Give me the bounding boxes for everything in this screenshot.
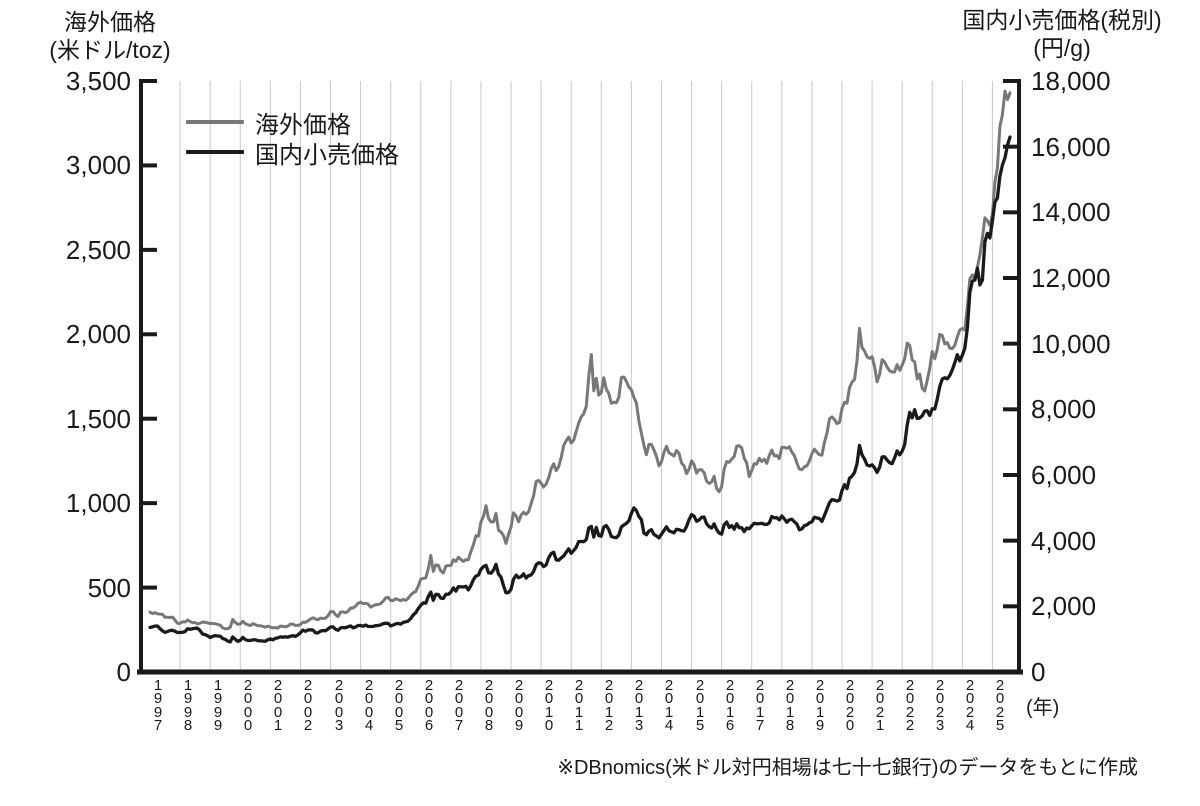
left-axis-tick-label: 3,000: [65, 150, 131, 180]
left-axis-tick-label: 0: [116, 657, 131, 687]
legend-label-domestic: 国内小売価格: [255, 141, 399, 169]
right-axis-tick-label: 8,000: [1031, 394, 1097, 424]
left-axis-title: 海外価格 (米ドル/toz): [30, 8, 190, 64]
domestic-line-sample-icon: [186, 150, 244, 154]
right-axis-title-line2: (円/g): [1033, 35, 1091, 61]
left-axis-tick-label: 2,500: [65, 235, 131, 265]
left-axis-tick-label: 1,500: [65, 404, 131, 434]
legend: 海外価格 国内小売価格: [186, 107, 399, 169]
left-axis-tick-label: 1,000: [65, 488, 131, 518]
left-axis-tick-label: 3,500: [65, 66, 131, 96]
right-axis-tick-label: 0: [1031, 657, 1046, 687]
right-axis-title-line1: 国内小売価格(税別): [962, 7, 1162, 33]
right-axis-tick-label: 4,000: [1031, 526, 1097, 556]
left-axis-title-line2: (米ドル/toz): [49, 37, 171, 63]
left-axis-title-line1: 海外価格: [64, 9, 156, 35]
source-note: ※DBnomics(米ドル対円相場は七十七銀行)のデータをもとに作成: [557, 757, 1138, 779]
right-axis-tick-label: 14,000: [1031, 197, 1111, 227]
left-axis-tick-label: 500: [87, 573, 131, 603]
x-axis-unit-label: (年): [1026, 697, 1060, 719]
right-axis-tick-label: 16,000: [1031, 132, 1111, 162]
right-axis-tick-label: 10,000: [1031, 329, 1111, 359]
right-axis-tick-label: 12,000: [1031, 263, 1111, 293]
legend-item-overseas: 海外価格: [186, 107, 399, 139]
overseas-price-line: [148, 89, 1012, 631]
right-axis-tick-label: 6,000: [1031, 460, 1097, 490]
right-axis-tick-label: 18,000: [1031, 66, 1111, 96]
legend-item-domestic: 国内小売価格: [186, 137, 399, 169]
right-axis-tick-label: 2,000: [1031, 591, 1097, 621]
domestic-price-line: [148, 135, 1012, 644]
overseas-line-sample-icon: [186, 120, 244, 124]
legend-label-overseas: 海外価格: [255, 111, 351, 139]
left-axis-tick-label: 2,000: [65, 319, 131, 349]
right-axis-title: 国内小売価格(税別) (円/g): [938, 6, 1186, 62]
